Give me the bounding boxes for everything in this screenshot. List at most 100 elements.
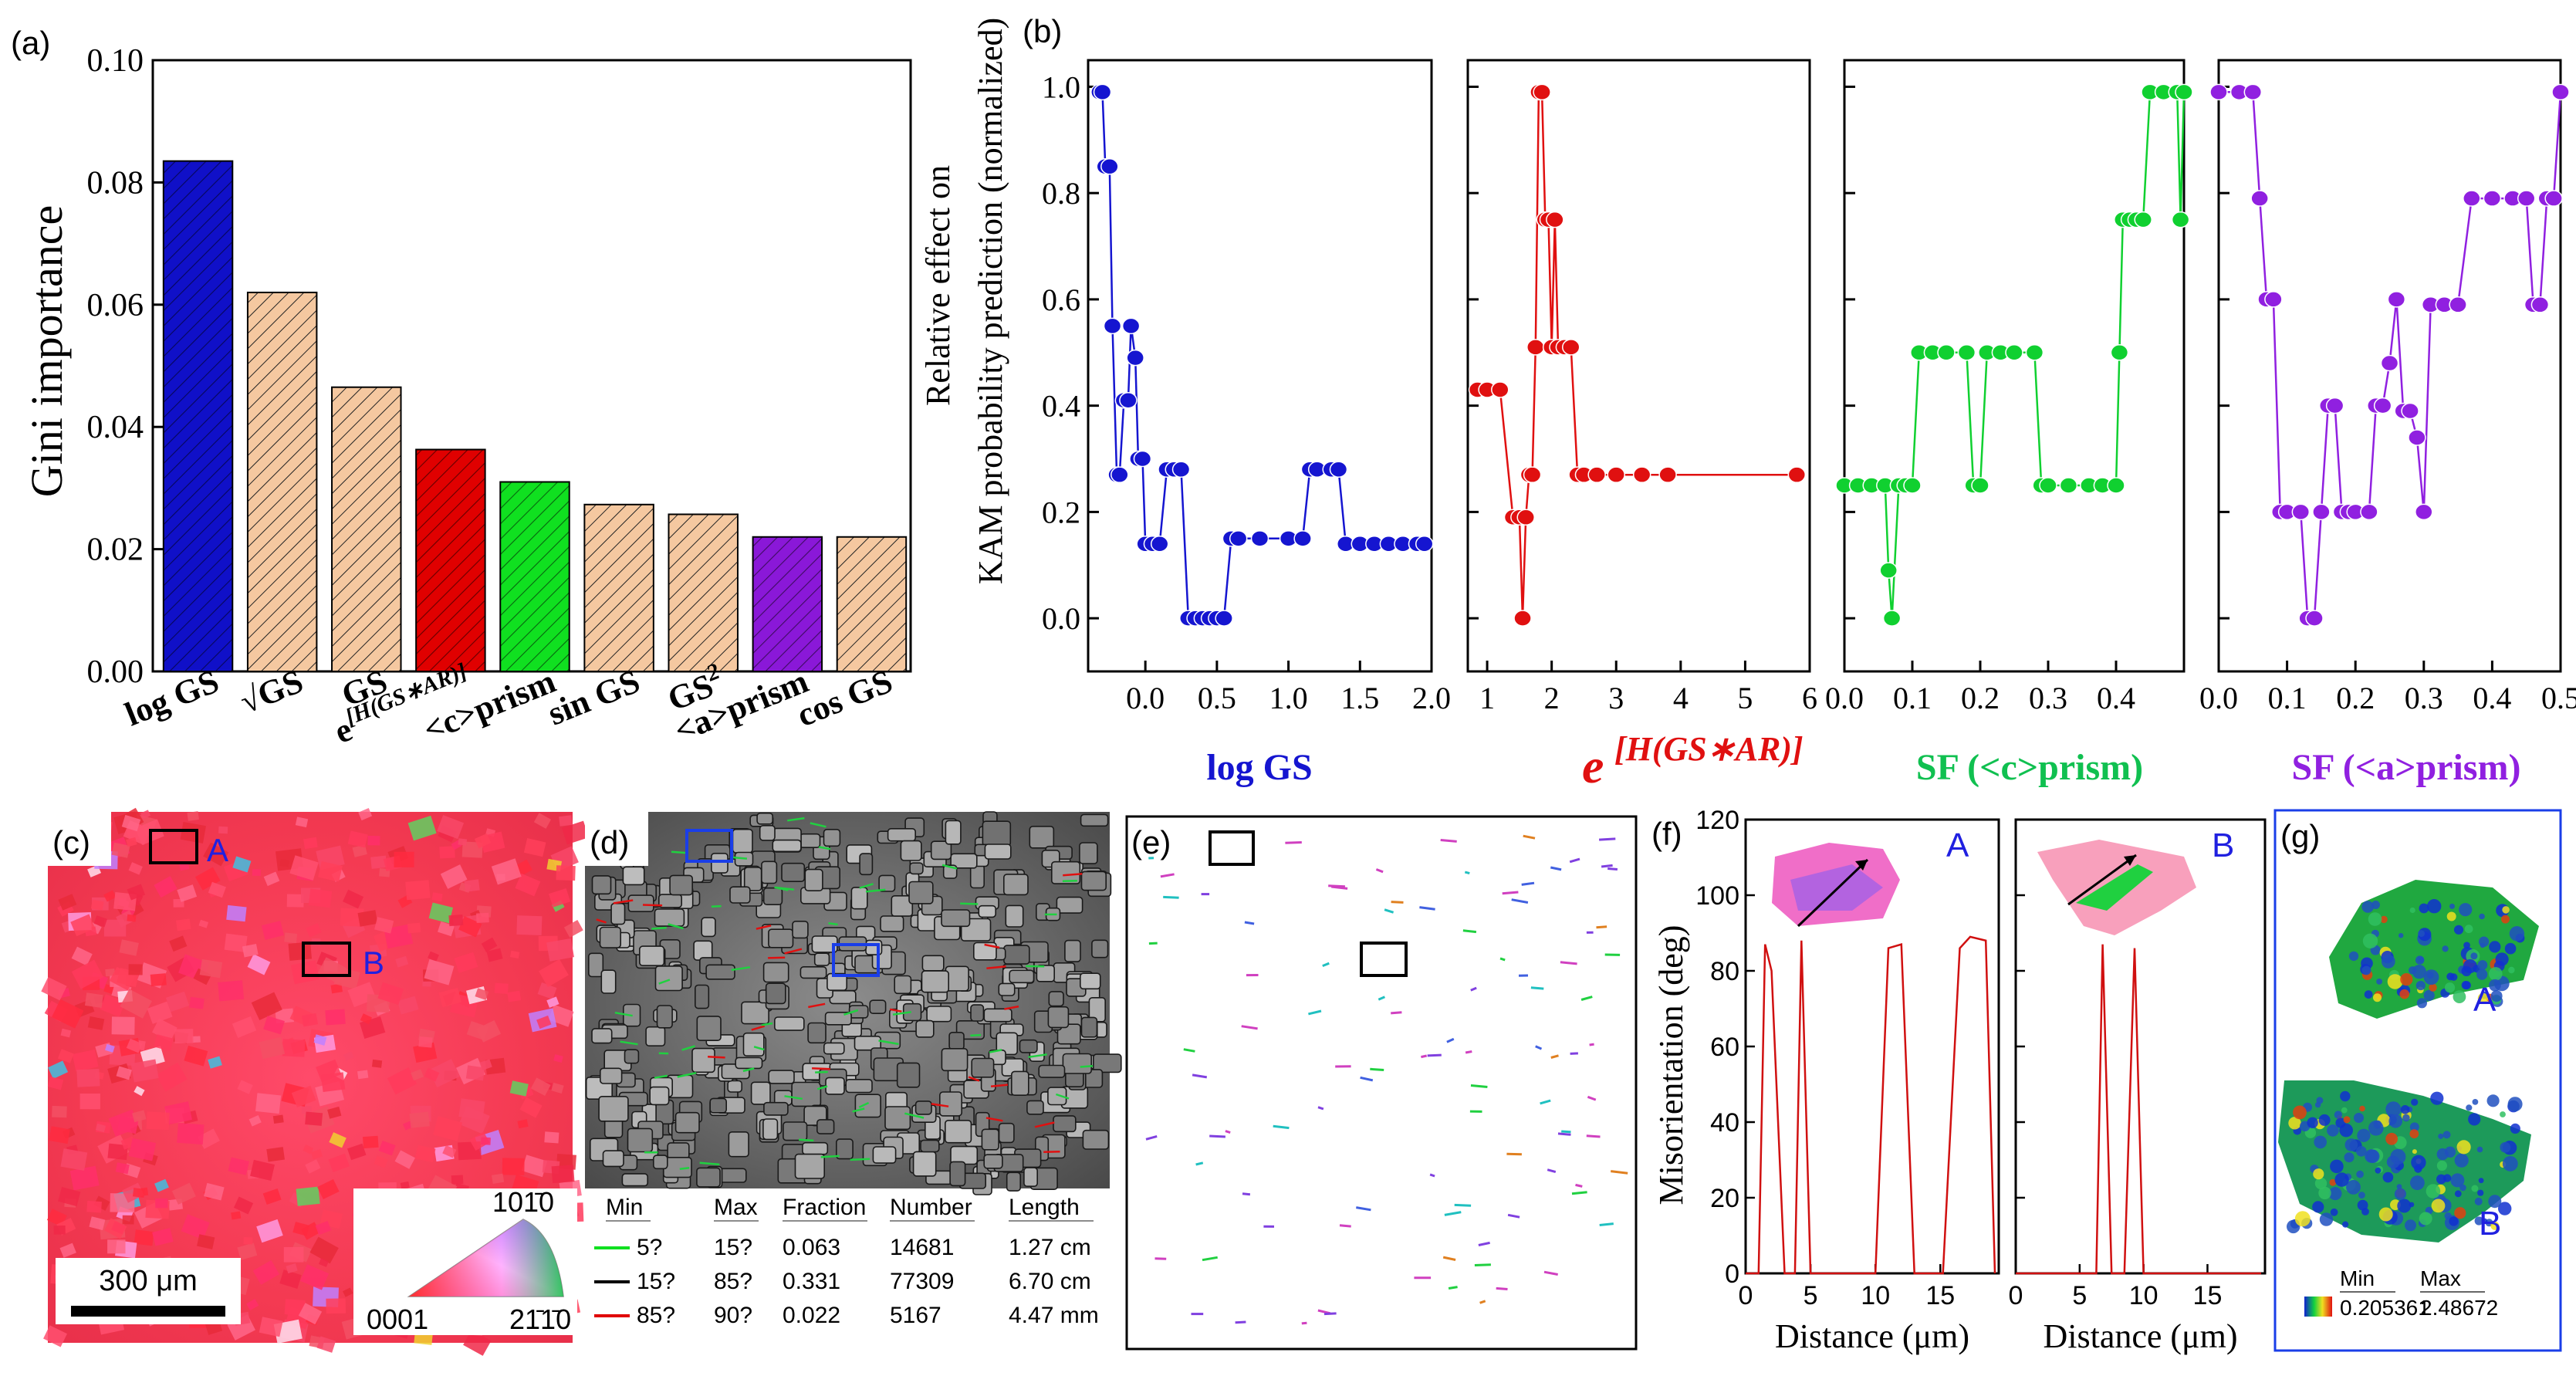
grain xyxy=(327,1106,342,1119)
kam-speck xyxy=(1535,1045,1543,1050)
boundary-segment xyxy=(970,1033,982,1037)
kam-speck xyxy=(1375,868,1384,874)
grain-boundary-texture xyxy=(585,811,1122,1195)
x-tick-label: 0 xyxy=(2009,1281,2023,1310)
relative-effect-charts: (b) Relative effect on KAM probability p… xyxy=(919,13,2576,793)
boundary-segment xyxy=(985,1117,1003,1122)
y-tick-label: 0.04 xyxy=(87,410,144,445)
grain xyxy=(371,1059,383,1068)
grain xyxy=(151,1018,177,1042)
kam-speck xyxy=(1160,873,1175,878)
scale-bar xyxy=(71,1306,225,1317)
kam-blob xyxy=(2470,952,2478,960)
kam-blob xyxy=(2449,903,2455,909)
grain xyxy=(414,1144,436,1163)
region-box-a xyxy=(149,829,198,864)
grain-cell xyxy=(854,1036,882,1051)
grain xyxy=(538,958,569,988)
data-point xyxy=(1971,477,1989,494)
kam-speck xyxy=(1308,1009,1322,1016)
boundary-segment xyxy=(1004,1005,1019,1010)
data-point xyxy=(2312,503,2331,521)
x-tick-label: 2 xyxy=(1544,681,1560,715)
grain xyxy=(357,1070,369,1080)
grain xyxy=(405,880,431,901)
x-tick-label: 0.4 xyxy=(2097,681,2135,715)
data-point xyxy=(1133,450,1152,468)
region-box-b-e xyxy=(1360,942,1408,977)
kam-blob xyxy=(2419,903,2429,914)
boundary-segment xyxy=(799,1138,814,1142)
kam-blob xyxy=(2477,992,2489,1004)
data-point xyxy=(1787,466,1807,483)
table-cell: 5167 xyxy=(890,1303,941,1328)
grain xyxy=(198,919,209,928)
grain-cell xyxy=(1048,991,1064,1007)
grain xyxy=(464,879,480,892)
grain xyxy=(49,1126,70,1144)
kam-blob xyxy=(2454,1153,2469,1168)
grain xyxy=(127,884,146,901)
grain xyxy=(128,1138,157,1161)
grain-cell xyxy=(598,1096,629,1122)
grain xyxy=(177,1122,205,1145)
grain xyxy=(79,1094,100,1110)
table-cell: 14681 xyxy=(890,1235,954,1260)
grain xyxy=(208,1056,222,1069)
table-header: Length xyxy=(1009,1195,1080,1220)
grain xyxy=(248,1115,262,1127)
grain xyxy=(70,914,96,937)
grain-cell xyxy=(658,894,682,908)
grain-cell xyxy=(823,829,841,847)
grain-cell xyxy=(763,1101,789,1116)
g-label-a: A xyxy=(2473,981,2497,1019)
grain xyxy=(58,1186,81,1207)
f-x-axis-label: Distance (μm) xyxy=(2043,1317,2237,1355)
x-tick-label: 0.4 xyxy=(2473,681,2511,715)
boundary-segment xyxy=(756,925,772,930)
kam-blob xyxy=(2399,989,2409,999)
grain-cell xyxy=(799,833,821,848)
grain xyxy=(122,1215,134,1225)
kam-blob xyxy=(2430,1091,2444,1105)
grain xyxy=(553,1054,563,1063)
grain-cell xyxy=(939,1091,963,1117)
g-min-value: 0.205361 xyxy=(2340,1296,2430,1320)
grain xyxy=(263,871,280,887)
grain xyxy=(507,990,522,1002)
category-main: cos GS xyxy=(792,662,898,735)
kam-speck xyxy=(1580,996,1593,1001)
data-point xyxy=(1093,83,1112,101)
kam-speck xyxy=(1521,881,1535,886)
grain xyxy=(292,1222,309,1236)
grain xyxy=(228,1157,249,1175)
grain xyxy=(469,1131,490,1151)
grain xyxy=(53,1225,66,1235)
kam-blob xyxy=(2410,1175,2425,1191)
grain-cell xyxy=(762,1118,779,1141)
grain xyxy=(330,983,343,994)
region-box-a-d xyxy=(685,829,733,863)
data-point xyxy=(2110,344,2129,361)
grain xyxy=(358,807,373,821)
y-tick-label: 40 xyxy=(1710,1108,1739,1138)
grain-cell xyxy=(781,862,806,882)
series-line-fA xyxy=(1746,935,1996,1275)
grain-cell xyxy=(1029,826,1055,849)
kam-blob xyxy=(2480,942,2486,948)
grain xyxy=(465,1065,485,1081)
kam-blob xyxy=(2361,965,2371,975)
kam-blob xyxy=(2461,981,2470,989)
grain xyxy=(226,904,247,922)
grain xyxy=(325,1009,346,1026)
kam-speck xyxy=(1378,996,1385,1001)
grain-cell xyxy=(804,868,823,891)
grain-cell xyxy=(859,853,874,876)
kam-speck xyxy=(1442,1256,1456,1261)
profile-arrowhead-a xyxy=(1855,860,1868,871)
grain xyxy=(474,833,492,849)
boundary-segment xyxy=(751,1025,766,1031)
grain-cell xyxy=(1003,874,1029,896)
grain xyxy=(243,1237,253,1245)
grain xyxy=(116,1066,132,1080)
